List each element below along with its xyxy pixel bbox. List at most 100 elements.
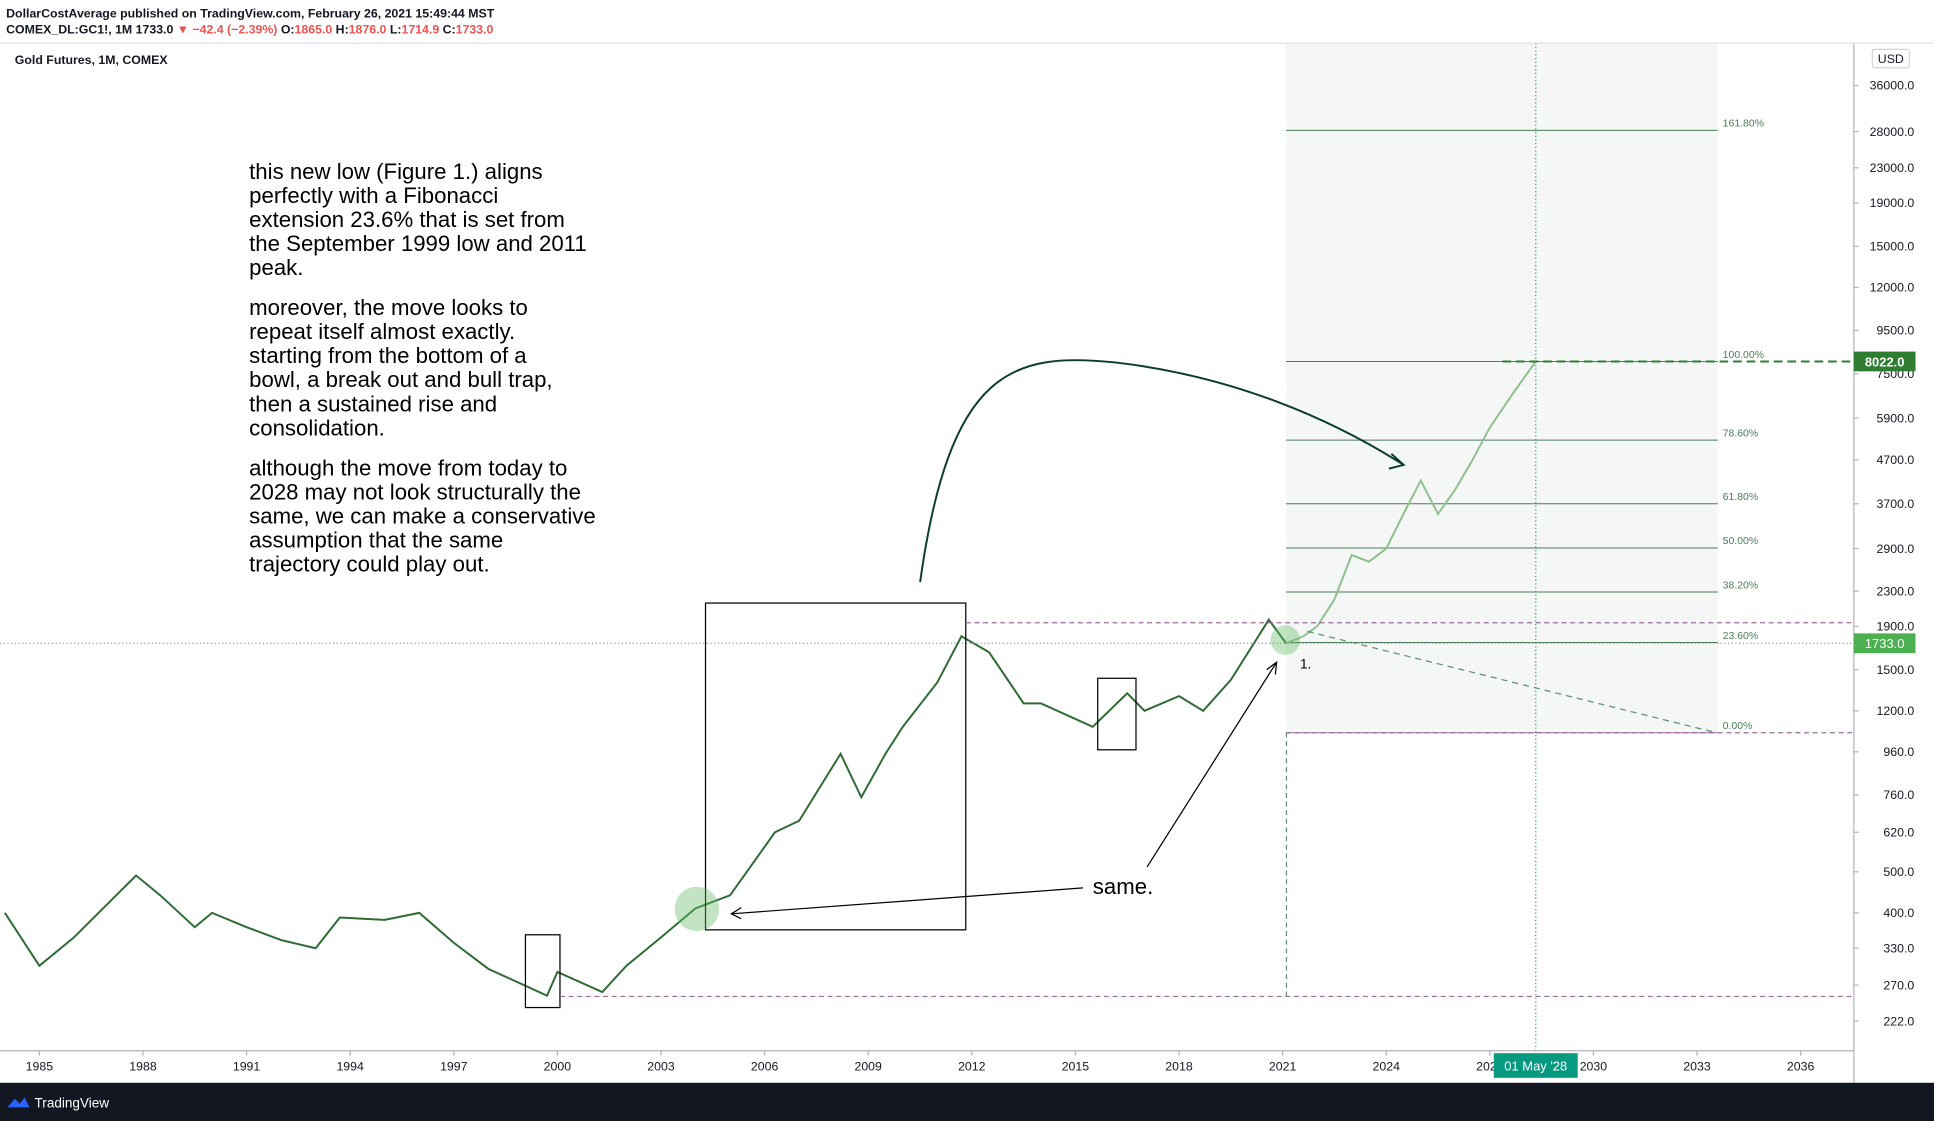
brand: TradingView bbox=[35, 1095, 110, 1110]
target-box bbox=[1853, 351, 1916, 372]
symbol-part: 1865.0 bbox=[295, 22, 336, 36]
currency-box bbox=[1871, 48, 1910, 69]
y-tick-label: 2300.0 bbox=[1877, 585, 1915, 599]
y-tick-label: 23000.0 bbox=[1870, 161, 1915, 175]
last-price-label: 1733.0 bbox=[1865, 636, 1905, 651]
y-tick-label: 330.0 bbox=[1883, 942, 1914, 956]
symbol-part: ▼ −42.4 (−2.39%) bbox=[177, 22, 281, 36]
y-tick-label: 620.0 bbox=[1883, 826, 1914, 840]
y-tick-label: 4700.0 bbox=[1877, 453, 1915, 467]
price-line bbox=[1285, 360, 1537, 645]
y-tick-label: 12000.0 bbox=[1870, 281, 1915, 295]
footer bbox=[0, 1082, 1934, 1121]
fib-zone bbox=[1286, 43, 1718, 733]
arrow bbox=[731, 887, 1083, 915]
chart-title: Gold Futures, 1M, COMEX bbox=[15, 53, 169, 67]
dashed-trend bbox=[1307, 630, 1716, 734]
fib-label: 23.60% bbox=[1723, 631, 1759, 642]
x-tick-label: 2036 bbox=[1787, 1059, 1815, 1073]
fib-label: 38.20% bbox=[1723, 580, 1759, 591]
arrow-head bbox=[730, 907, 742, 920]
annotation-line: although the move from today to bbox=[249, 455, 567, 480]
currency: USD bbox=[1878, 52, 1904, 66]
symbol-part: O: bbox=[281, 22, 295, 36]
plot: 161.80% 100.00% 78.60% 61.80% 50.00% 38.20% 23… bbox=[0, 43, 1859, 1056]
annotation-line: consolidation. bbox=[249, 415, 385, 440]
curved-arrow bbox=[919, 359, 1405, 583]
date-box bbox=[1493, 1053, 1578, 1078]
symbol-part: 1733.0 bbox=[456, 22, 494, 36]
x-tick-label: 1988 bbox=[129, 1059, 157, 1073]
x-tick-label: 2006 bbox=[751, 1059, 779, 1073]
x-tick-label: 2030 bbox=[1580, 1059, 1608, 1073]
annotation-line: repeat itself almost exactly. bbox=[249, 319, 515, 344]
y-tick-label: 9500.0 bbox=[1877, 324, 1915, 338]
annotation: 1. bbox=[1300, 656, 1311, 671]
symbol-part: 1714.9 bbox=[401, 22, 442, 36]
symbol-line: COMEX_DL:GC1!, 1M 1733.0 ▼ −42.4 (−2.39%… bbox=[6, 22, 493, 36]
x-tick-label: 2015 bbox=[1062, 1059, 1090, 1073]
y-tick-label: 28000.0 bbox=[1870, 125, 1915, 139]
y-tick-label: 960.0 bbox=[1883, 745, 1914, 759]
y-tick-label: 760.0 bbox=[1883, 788, 1914, 802]
annotation-line: then a sustained rise and bbox=[249, 391, 497, 416]
box bbox=[704, 602, 967, 931]
x-tick-label: 2009 bbox=[854, 1059, 882, 1073]
fib-label: 61.80% bbox=[1723, 492, 1759, 503]
y-tick-label: 1500.0 bbox=[1877, 663, 1915, 677]
date-label: 01 May '28 bbox=[1504, 1058, 1567, 1073]
highlight bbox=[674, 886, 720, 932]
fib-label: 100.00% bbox=[1723, 350, 1764, 361]
y-tick-label: 15000.0 bbox=[1870, 240, 1915, 254]
fib-label: 78.60% bbox=[1723, 428, 1759, 439]
symbol-part: H: bbox=[336, 22, 349, 36]
symbol-part: L: bbox=[390, 22, 402, 36]
annotation-line: this new low (Figure 1.) aligns bbox=[249, 159, 543, 184]
annotation-line: 2028 may not look structurally the bbox=[249, 479, 581, 504]
publisher: DollarCostAverage published on TradingVi… bbox=[6, 6, 495, 20]
fib-label: 161.80% bbox=[1723, 119, 1764, 130]
annotation-line: peak. bbox=[249, 255, 303, 280]
x-tick-label: 1985 bbox=[26, 1059, 54, 1073]
symbol-part: 1876.0 bbox=[349, 22, 390, 36]
x-tick-label: 2033 bbox=[1683, 1059, 1711, 1073]
annotation-line: starting from the bottom of a bbox=[249, 343, 527, 368]
annotation-line: perfectly with a Fibonacci bbox=[249, 183, 498, 208]
fib-label: 0.00% bbox=[1723, 721, 1753, 732]
annotation-line: assumption that the same bbox=[249, 528, 503, 553]
annotation-line: moreover, the move looks to bbox=[249, 295, 528, 320]
y-tick-label: 500.0 bbox=[1883, 865, 1914, 879]
logo bbox=[7, 1097, 30, 1108]
y-tick-label: 5900.0 bbox=[1877, 411, 1915, 425]
x-tick-label: 2012 bbox=[958, 1059, 986, 1073]
annotation-line: extension 23.6% that is set from bbox=[249, 207, 565, 232]
last-price-box bbox=[1853, 633, 1916, 654]
symbol-part: COMEX_DL:GC1!, 1M 1733.0 bbox=[6, 22, 177, 36]
arrow-head bbox=[1266, 660, 1278, 675]
annotation-line: the September 1999 low and 2011 bbox=[249, 231, 587, 256]
arrow bbox=[1146, 661, 1278, 868]
x-tick-label: 1994 bbox=[336, 1059, 364, 1073]
highlight bbox=[1270, 625, 1301, 655]
price-line bbox=[4, 617, 1287, 997]
x-tick-label: 2003 bbox=[647, 1059, 675, 1073]
x-tick-label: 2021 bbox=[1269, 1059, 1297, 1073]
box bbox=[524, 934, 561, 1009]
y-tick-label: 2900.0 bbox=[1877, 542, 1915, 556]
arrow-head bbox=[1388, 453, 1406, 470]
x-tick-label: 2024 bbox=[1373, 1059, 1401, 1073]
x-tick-label: 2018 bbox=[1165, 1059, 1193, 1073]
fib-label: 50.00% bbox=[1723, 536, 1759, 547]
y-tick-label: 3700.0 bbox=[1877, 497, 1915, 511]
x-tick-label: 1991 bbox=[233, 1059, 261, 1073]
y-tick-label: 222.0 bbox=[1883, 1014, 1914, 1028]
symbol-part: C: bbox=[443, 22, 456, 36]
annotation: same. bbox=[1093, 874, 1153, 899]
annotation-text: this new low (Figure 1.) alignsperfectly… bbox=[249, 159, 596, 577]
annotation-line: same, we can make a conservative bbox=[249, 504, 596, 529]
y-tick-label: 1900.0 bbox=[1877, 620, 1915, 634]
x-tick-label: 2000 bbox=[544, 1059, 572, 1073]
y-tick-label: 270.0 bbox=[1883, 978, 1914, 992]
y-tick-label: 1200.0 bbox=[1877, 704, 1915, 718]
